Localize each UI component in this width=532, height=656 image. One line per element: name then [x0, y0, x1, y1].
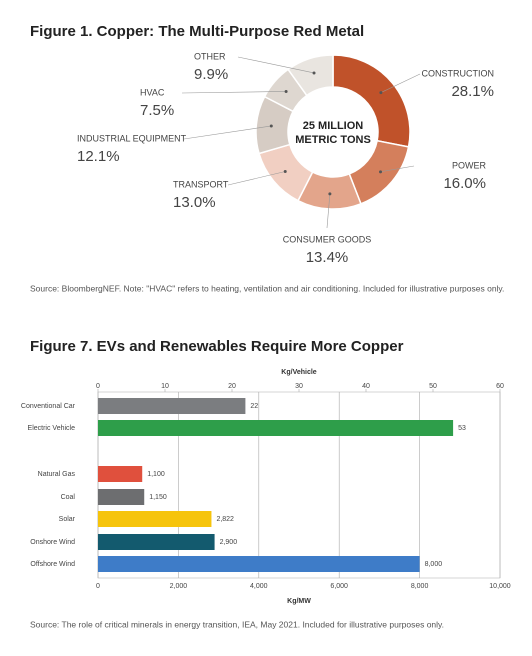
x-tick-label: 8,000: [411, 583, 429, 590]
donut-slice: [348, 139, 410, 205]
value-label: 8,000: [425, 561, 443, 568]
source: Source: BloombergNEF. Note: "HVAC" refer…: [30, 283, 504, 293]
leader-dot: [379, 170, 383, 174]
leader-dot: [269, 124, 273, 128]
x-tick-label: 4,000: [250, 583, 268, 590]
bar: [98, 511, 212, 527]
value-label: 1,100: [147, 471, 165, 478]
slice-value: 28.1%: [451, 83, 494, 100]
value-label: 53: [458, 425, 466, 432]
center-label: 25 MILLION: [303, 120, 364, 132]
slice-label: HVAC: [140, 87, 165, 97]
bar: [98, 489, 145, 505]
bar: [98, 466, 143, 482]
leader-line: [380, 165, 415, 173]
slice-label: TRANSPORT: [173, 179, 229, 189]
leader-line: [227, 171, 286, 186]
value-label: 1,150: [149, 494, 167, 501]
slice-label: OTHER: [194, 51, 226, 61]
category-label: Solar: [59, 516, 76, 523]
slice-value: 13.4%: [306, 249, 349, 266]
category-label: Onshore Wind: [30, 539, 75, 546]
bar: [98, 556, 420, 572]
x-tick-label: 0: [96, 583, 100, 590]
axis-title: Kg/MW: [287, 598, 311, 605]
leader-dot: [379, 91, 383, 95]
slice-label: CONSTRUCTION: [422, 68, 495, 78]
slice-label: CONSUMER GOODS: [283, 234, 372, 244]
leader-line: [183, 125, 272, 140]
plot-frame: [97, 391, 501, 579]
bar: [98, 420, 454, 436]
source: Source: The role of critical minerals in…: [30, 619, 444, 629]
x2-tick-label: 40: [362, 383, 370, 390]
leader-line: [237, 56, 315, 74]
slice-label: POWER: [452, 160, 487, 170]
slice-label: INDUSTRIAL EQUIPMENT: [77, 133, 187, 143]
x-tick-label: 10,000: [489, 583, 511, 590]
x2-tick-label: 10: [161, 383, 169, 390]
category-label: Coal: [61, 494, 76, 501]
bar: [98, 398, 246, 414]
axis-title: Kg/Vehicle: [281, 369, 317, 376]
leader-dot: [328, 192, 332, 196]
chart-title: Figure 1. Copper: The Multi-Purpose Red …: [30, 23, 364, 40]
slice-value: 9.9%: [194, 66, 228, 83]
leader-line: [181, 91, 287, 94]
chart-title: Figure 7. EVs and Renewables Require Mor…: [30, 338, 404, 355]
category-label: Electric Vehicle: [28, 425, 76, 432]
center-label: METRIC TONS: [295, 134, 371, 146]
category-label: Offshore Wind: [30, 561, 75, 568]
slice-value: 7.5%: [140, 102, 174, 119]
bar: [98, 534, 215, 550]
value-label: 22: [250, 403, 258, 410]
slice-value: 12.1%: [77, 148, 120, 165]
x-tick-label: 2,000: [170, 583, 188, 590]
donut-slice: [287, 54, 334, 97]
category-label: Conventional Car: [21, 403, 76, 410]
leader-dot: [283, 170, 287, 174]
value-label: 2,900: [220, 539, 238, 546]
leader-line: [326, 193, 331, 229]
x2-tick-label: 50: [429, 383, 437, 390]
x2-tick-label: 20: [228, 383, 236, 390]
value-label: 2,822: [216, 516, 234, 523]
slice-value: 16.0%: [443, 175, 486, 192]
x-tick-label: 6,000: [330, 583, 348, 590]
leader-dot: [312, 71, 316, 75]
leader-line: [380, 73, 421, 93]
x2-tick-label: 30: [295, 383, 303, 390]
x2-tick-label: 0: [96, 383, 100, 390]
slice-value: 13.0%: [173, 194, 216, 211]
category-label: Natural Gas: [38, 471, 76, 478]
leader-dot: [284, 89, 288, 93]
x2-tick-label: 60: [496, 383, 504, 390]
